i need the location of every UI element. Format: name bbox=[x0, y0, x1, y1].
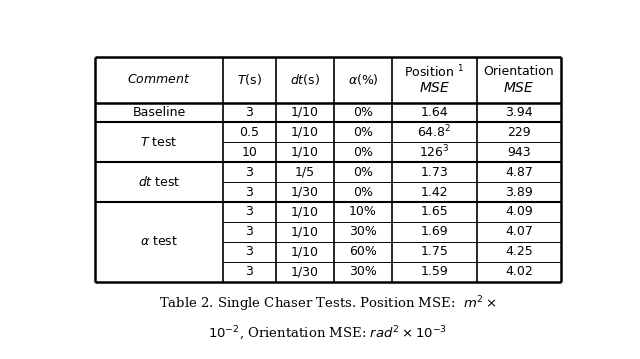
Text: 1.64: 1.64 bbox=[420, 106, 448, 119]
Text: 3: 3 bbox=[245, 225, 253, 238]
Text: 943: 943 bbox=[507, 146, 531, 159]
Text: 0.5: 0.5 bbox=[239, 126, 259, 139]
Text: $10^{-2}$, Orientation MSE: $\mathit{rad}^2 \times 10^{-3}$: $10^{-2}$, Orientation MSE: $\mathit{rad… bbox=[209, 325, 447, 342]
Text: 1/30: 1/30 bbox=[291, 186, 319, 199]
Text: 1/10: 1/10 bbox=[291, 146, 319, 159]
Text: 1/10: 1/10 bbox=[291, 225, 319, 238]
Text: 60%: 60% bbox=[349, 245, 377, 258]
Text: 1.69: 1.69 bbox=[420, 225, 448, 238]
Text: 1/30: 1/30 bbox=[291, 265, 319, 278]
Text: 4.02: 4.02 bbox=[505, 265, 532, 278]
Text: Baseline: Baseline bbox=[132, 106, 186, 119]
Text: 0%: 0% bbox=[353, 126, 373, 139]
Text: Table 2. Single Chaser Tests. Position MSE:  $m^2 \times$: Table 2. Single Chaser Tests. Position M… bbox=[159, 294, 497, 314]
Text: 10%: 10% bbox=[349, 205, 377, 219]
Text: 3.89: 3.89 bbox=[505, 186, 532, 199]
Text: 4.07: 4.07 bbox=[505, 225, 533, 238]
Text: $\boldsymbol{\mathit{Comment}}$: $\boldsymbol{\mathit{Comment}}$ bbox=[127, 73, 191, 86]
Text: 0%: 0% bbox=[353, 146, 373, 159]
Text: 3: 3 bbox=[245, 205, 253, 219]
Text: 1/10: 1/10 bbox=[291, 126, 319, 139]
Text: $\boldsymbol{\mathit{dt}}$ test: $\boldsymbol{\mathit{dt}}$ test bbox=[138, 175, 180, 189]
Text: Orientation: Orientation bbox=[484, 65, 554, 79]
Text: $\boldsymbol{\mathit{T}}$(s): $\boldsymbol{\mathit{T}}$(s) bbox=[237, 72, 262, 87]
Text: 1.65: 1.65 bbox=[420, 205, 448, 219]
Text: 3.94: 3.94 bbox=[505, 106, 532, 119]
Text: 1/10: 1/10 bbox=[291, 245, 319, 258]
Text: $\boldsymbol{\mathit{\alpha}}$(%): $\boldsymbol{\mathit{\alpha}}$(%) bbox=[348, 72, 378, 87]
Text: 3: 3 bbox=[245, 106, 253, 119]
Text: Position $^1$: Position $^1$ bbox=[404, 64, 465, 80]
Text: 3: 3 bbox=[245, 186, 253, 199]
Text: 1.59: 1.59 bbox=[420, 265, 448, 278]
Text: 1/10: 1/10 bbox=[291, 205, 319, 219]
Text: 1.75: 1.75 bbox=[420, 245, 448, 258]
Text: $\boldsymbol{\mathit{dt}}$(s): $\boldsymbol{\mathit{dt}}$(s) bbox=[290, 72, 320, 87]
Text: 3: 3 bbox=[245, 265, 253, 278]
Text: 64.8$^{2}$: 64.8$^{2}$ bbox=[417, 124, 451, 141]
Text: 3: 3 bbox=[245, 245, 253, 258]
Text: $\boldsymbol{\mathit{\alpha}}$ test: $\boldsymbol{\mathit{\alpha}}$ test bbox=[140, 236, 178, 248]
Text: 126$^{3}$: 126$^{3}$ bbox=[419, 144, 450, 160]
Text: 0%: 0% bbox=[353, 165, 373, 179]
Text: $\boldsymbol{\mathit{T}}$ test: $\boldsymbol{\mathit{T}}$ test bbox=[140, 136, 178, 149]
Text: 0%: 0% bbox=[353, 106, 373, 119]
Text: 0%: 0% bbox=[353, 186, 373, 199]
Text: 4.09: 4.09 bbox=[505, 205, 532, 219]
Text: $\boldsymbol{\mathit{MSE}}$: $\boldsymbol{\mathit{MSE}}$ bbox=[419, 81, 450, 95]
Text: 30%: 30% bbox=[349, 265, 377, 278]
Text: 229: 229 bbox=[507, 126, 531, 139]
Text: $\boldsymbol{\mathit{MSE}}$: $\boldsymbol{\mathit{MSE}}$ bbox=[503, 81, 534, 95]
Text: 30%: 30% bbox=[349, 225, 377, 238]
Text: 3: 3 bbox=[245, 165, 253, 179]
Text: 1.42: 1.42 bbox=[420, 186, 448, 199]
Text: 4.25: 4.25 bbox=[505, 245, 532, 258]
Text: 1/10: 1/10 bbox=[291, 106, 319, 119]
Text: 10: 10 bbox=[241, 146, 257, 159]
Text: 4.87: 4.87 bbox=[505, 165, 533, 179]
Text: 1/5: 1/5 bbox=[294, 165, 315, 179]
Text: 1.73: 1.73 bbox=[420, 165, 448, 179]
